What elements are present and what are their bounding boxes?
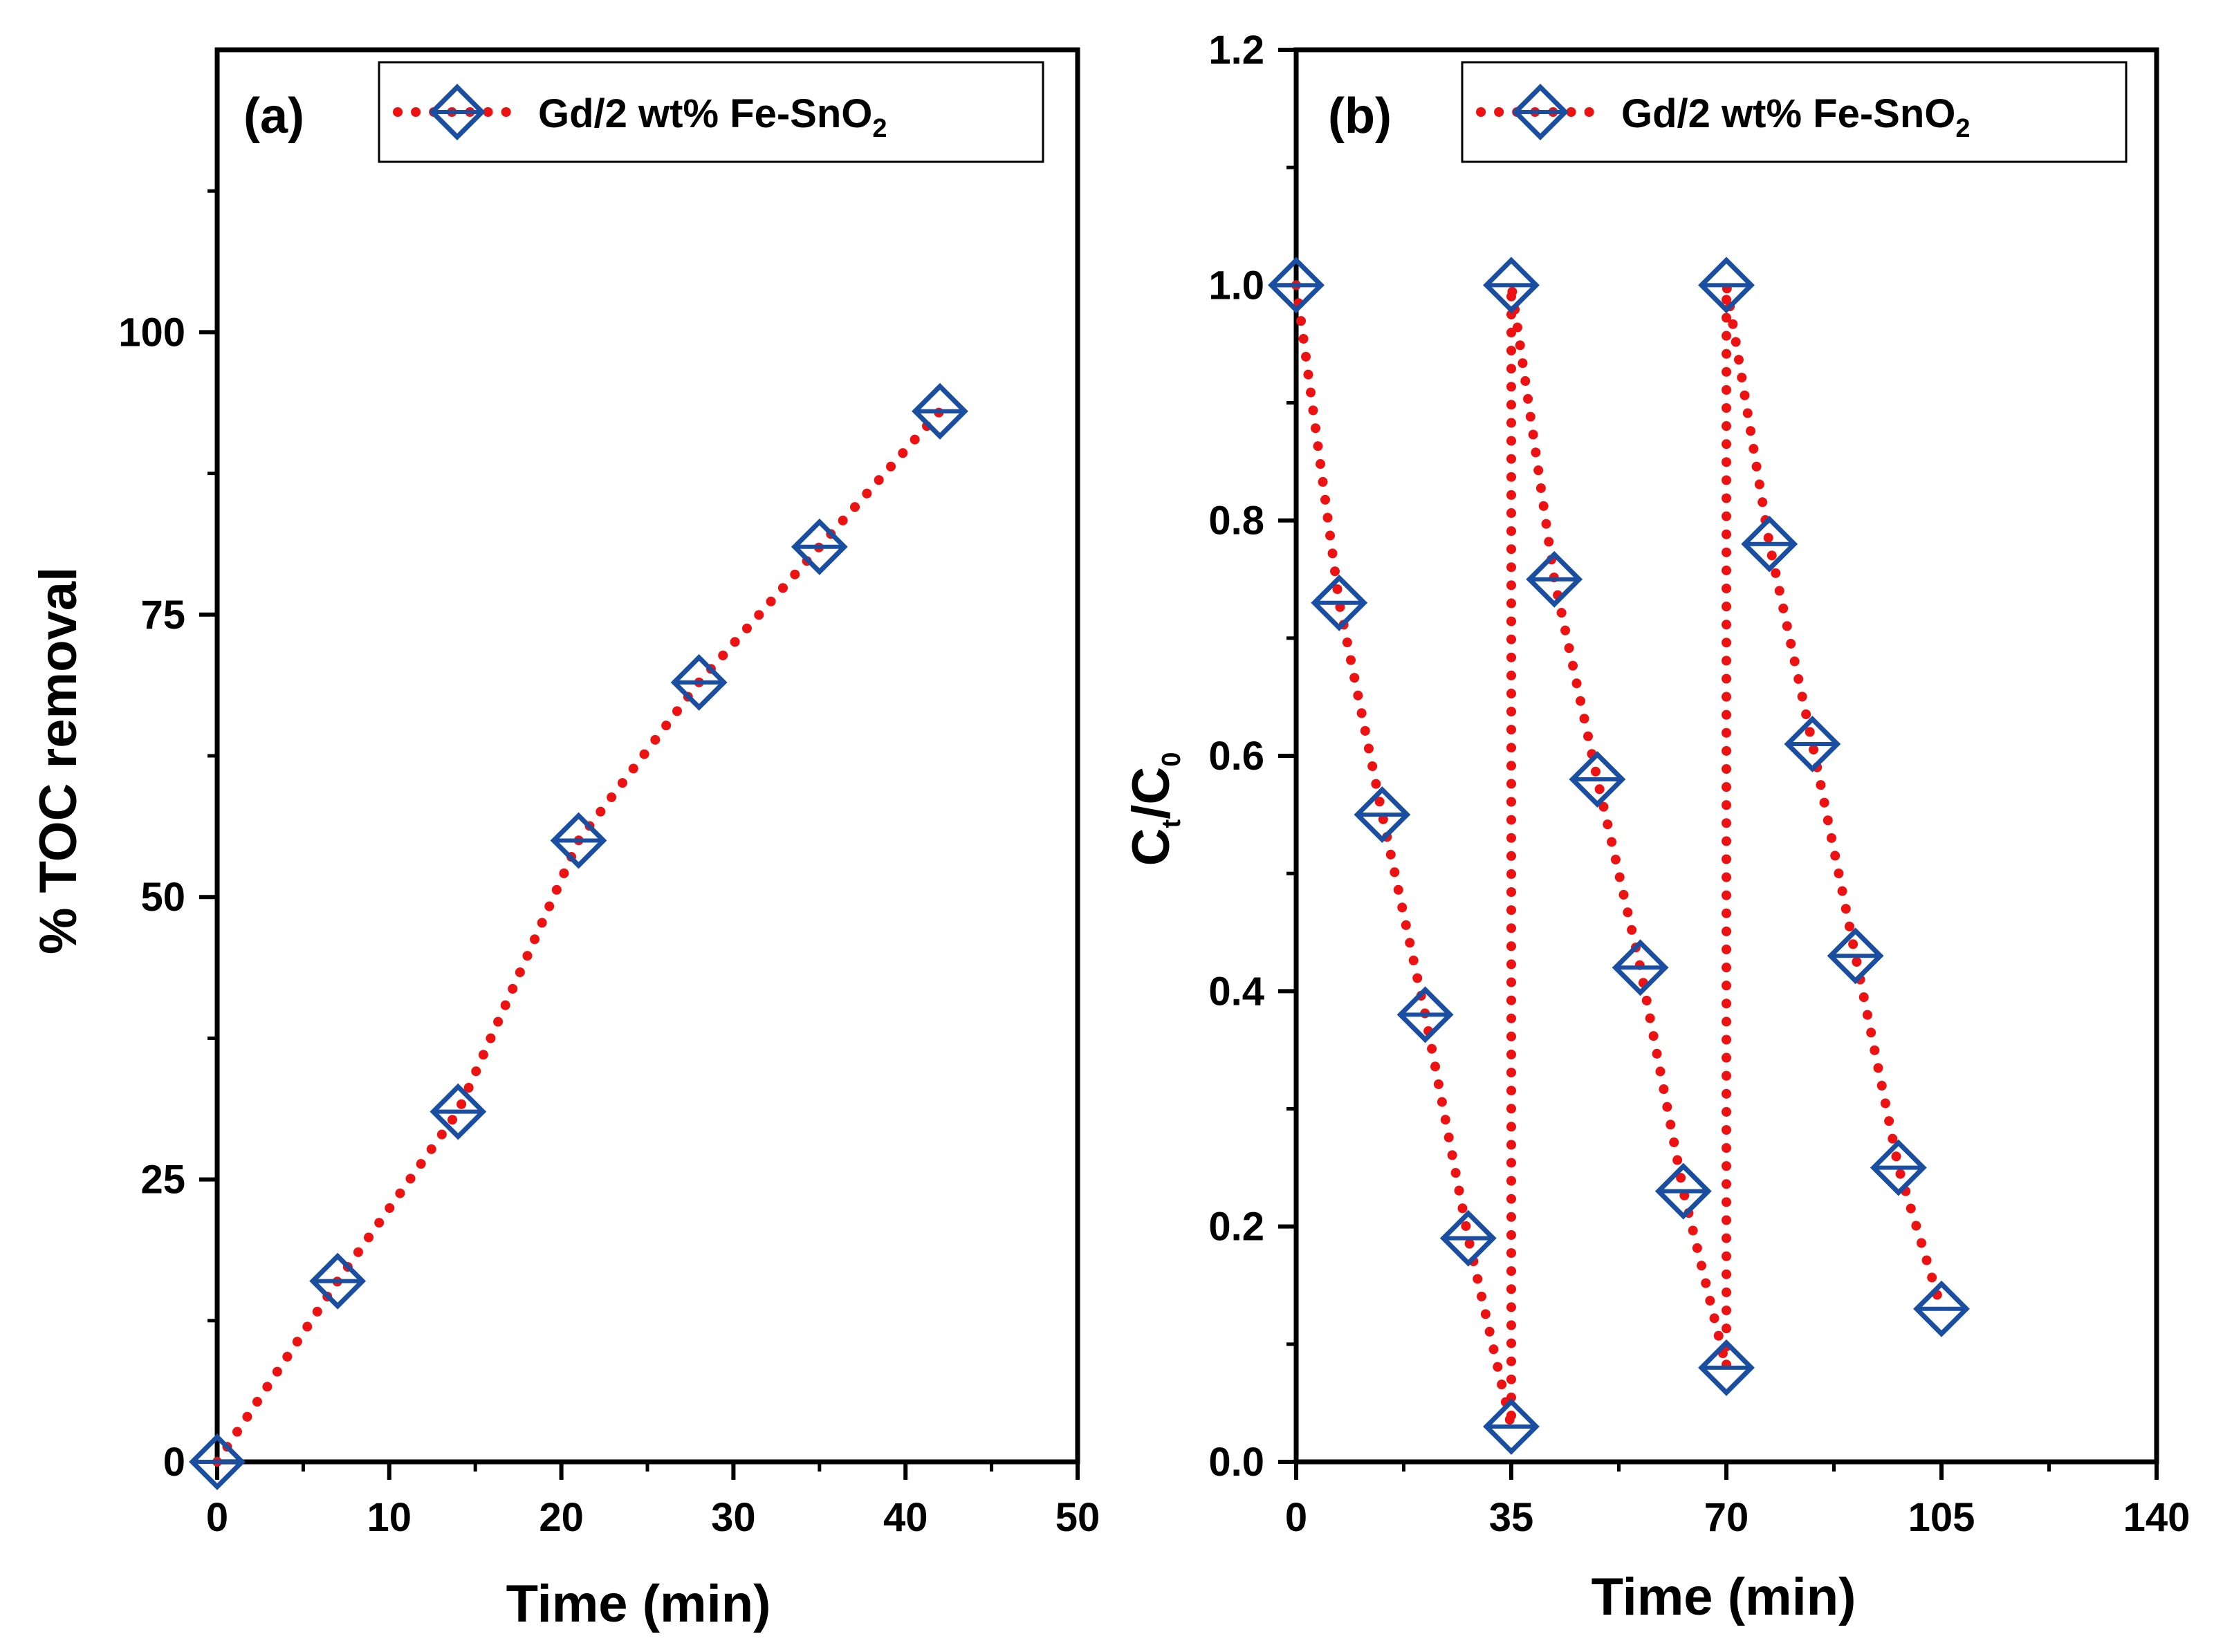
x-axis-title-b: Time (min) (1592, 1568, 1856, 1626)
legend-marker-symbol-a (429, 84, 486, 140)
x-tick-label-a: 20 (539, 1495, 584, 1540)
ticks-b: 0 35 70 105 140 0.0 0.2 0.4 0.6 0.8 1.0 1.2 (1208, 28, 2190, 1540)
data-point-b (1698, 1339, 1755, 1396)
legend-text-b: Gd/2 wt% Fe-SnO (1621, 91, 1955, 136)
data-point-a (670, 653, 728, 711)
legend-marker-b (1512, 84, 1569, 140)
y-tick-label-a: 75 (140, 593, 185, 638)
y-axis-title-a: % TOC removal (29, 567, 88, 954)
data-point-b (1483, 1398, 1540, 1455)
legend-text-a: Gd/2 wt% Fe-SnO (538, 91, 872, 136)
chart-panel-a: 0 10 20 30 40 50 0 25 50 75 100 (a) Gd/2 wt% Fe-Sn… (29, 47, 1100, 1633)
legend-label-a: Gd/2 wt% Fe-SnO2 (538, 91, 887, 143)
legend-marker-symbol-b (1512, 84, 1569, 140)
series-a (189, 382, 968, 1490)
x-tick-label-b: 105 (1908, 1495, 1975, 1540)
legend-label-b: Gd/2 wt% Fe-SnO2 (1621, 91, 1971, 143)
panel-label-b: (b) (1328, 89, 1392, 144)
x-tick-label-a: 40 (883, 1495, 928, 1540)
data-point-a (430, 1083, 487, 1140)
y-tick-label-b: 1.0 (1208, 263, 1264, 308)
data-point-b (1913, 1280, 1970, 1337)
data-point-b (1439, 1209, 1497, 1267)
data-point-a (189, 1433, 246, 1490)
x-tick-label-b: 35 (1489, 1495, 1534, 1540)
data-point-b (1870, 1139, 1927, 1196)
x-tick-label-a: 30 (711, 1495, 756, 1540)
y-tick-label-a: 0 (163, 1440, 185, 1485)
y-tick-label-b: 0.8 (1208, 499, 1264, 544)
x-tick-label-b: 70 (1704, 1495, 1749, 1540)
data-point-b (1311, 574, 1368, 631)
x-tick-label-a: 50 (1055, 1495, 1100, 1540)
x-tick-label-a: 0 (206, 1495, 228, 1540)
data-point-a (791, 518, 848, 575)
legend-b: Gd/2 wt% Fe-SnO2 (1461, 61, 2128, 163)
y-tick-label-b: 0.2 (1208, 1205, 1264, 1250)
y-tick-label-b: 1.2 (1208, 28, 1264, 73)
y-axis-title-b-mid: /C (1122, 767, 1181, 819)
x-tick-label-b: 0 (1285, 1495, 1307, 1540)
y-tick-label-b: 0.0 (1208, 1440, 1264, 1485)
y-axis-title-b: Ct/C0 (1122, 752, 1186, 866)
y-axis-title-b-c: C (1122, 828, 1181, 866)
data-point-b (1741, 515, 1798, 573)
ticks-a: 0 10 20 30 40 50 0 25 50 75 100 (118, 189, 1100, 1540)
y-axis-title-b-sub1: t (1157, 819, 1186, 828)
data-point-b (1268, 257, 1325, 314)
x-axis-title-a: Time (min) (506, 1575, 771, 1633)
legend-sub-b: 2 (1955, 114, 1970, 143)
series-line-a (212, 406, 945, 1467)
data-point-a (309, 1252, 367, 1310)
data-point-b (1784, 716, 1841, 772)
y-tick-label-a: 25 (140, 1158, 185, 1203)
data-point-b (1698, 257, 1755, 314)
data-point-b (1612, 939, 1669, 996)
x-tick-label-a: 10 (367, 1495, 412, 1540)
data-point-a (912, 382, 968, 440)
legend-sub-a: 2 (872, 114, 887, 143)
x-tick-label-b: 140 (2123, 1495, 2190, 1540)
data-point-b (1654, 1162, 1712, 1220)
data-point-b (1354, 786, 1411, 844)
data-point-b (1483, 257, 1540, 314)
data-point-b (1526, 550, 1583, 608)
legend-a: Gd/2 wt% Fe-SnO2 (378, 61, 1044, 163)
data-point-b (1827, 927, 1884, 985)
chart-panel-b: 0 35 70 105 140 0.0 0.2 0.4 0.6 0.8 1.0 1.2 (b) Gd/… (1122, 28, 2190, 1626)
series-line-b (1291, 280, 1946, 1431)
data-point-b (1396, 986, 1454, 1043)
panel-label-a: (a) (243, 89, 304, 144)
y-tick-label-a: 100 (118, 310, 185, 355)
series-b (1268, 257, 1970, 1455)
y-tick-label-b: 0.6 (1208, 734, 1264, 779)
data-point-a (550, 812, 607, 869)
data-point-b (1569, 751, 1626, 808)
legend-marker-a (429, 84, 486, 140)
y-tick-label-b: 0.4 (1208, 969, 1264, 1014)
y-tick-label-a: 50 (140, 875, 185, 920)
y-axis-title-b-sub2: 0 (1157, 752, 1186, 767)
